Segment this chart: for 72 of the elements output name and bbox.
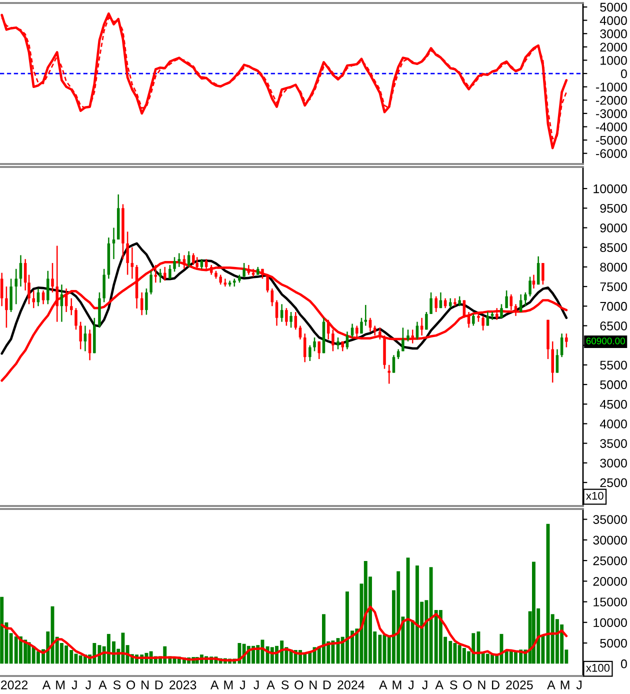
x-tick-label: J [72, 680, 77, 690]
y-tick-label: 8000 [600, 262, 627, 272]
y-tick-label: 9500 [600, 204, 627, 213]
y-tick-label: 3000 [600, 458, 627, 468]
x-tick-label: 2023 [170, 680, 196, 690]
x-tick-label: M [56, 680, 65, 690]
x-tick-label: A [210, 680, 219, 690]
x-tick-label: S [450, 680, 458, 690]
x-tick-label: 2025 [506, 680, 533, 690]
y-tick-label: -1000 [596, 82, 627, 92]
x-tick-label: J [422, 680, 428, 690]
x-tick-label: A [266, 680, 275, 690]
x-tick-label: S [113, 680, 121, 690]
x-tick-label: D [323, 680, 331, 690]
x-tick-label: J [408, 680, 414, 690]
annotation: 60900.00 [586, 338, 625, 344]
y-tick-label: 10000 [594, 618, 627, 628]
y-tick-label: 7000 [600, 302, 627, 311]
y-tick-label: 0 [620, 69, 627, 78]
x-tick-label: J [576, 680, 582, 690]
y-tick-label: 5500 [600, 360, 627, 370]
x-tick-label: 2022 [1, 680, 28, 690]
y-tick-label: 20000 [593, 576, 627, 586]
y-tick-label: 35000 [593, 515, 627, 524]
y-tick-label: 3500 [600, 439, 627, 448]
y-tick-label: 9000 [600, 224, 627, 232]
y-tick-label: 8500 [600, 243, 627, 252]
y-tick-label: 30000 [593, 536, 627, 545]
x-tick-label: N [478, 680, 486, 690]
y-tick-label: 1000 [600, 56, 627, 65]
y-tick-label: -5000 [596, 136, 627, 145]
y-tick-label: -6000 [596, 149, 627, 158]
x-tick-label: D [155, 680, 163, 690]
x-tick-label: A [435, 680, 444, 690]
y-tick-label: 15000 [594, 598, 627, 606]
y-tick-label: -4000 [596, 122, 627, 132]
y-tick-label: 6500 [600, 322, 627, 330]
x-tick-label: M [224, 680, 233, 690]
y-tick-label: 5000 [600, 638, 627, 648]
x-tick-label: J [240, 680, 245, 690]
x-tick-label: D [492, 680, 500, 690]
x-tick-label: J [254, 680, 259, 690]
x-tick-label: O [294, 680, 304, 690]
x-tick-label: M [560, 680, 570, 690]
x-tick-label: A [42, 680, 51, 690]
x-tick-label: N [310, 680, 317, 690]
y-tick-label: 4500 [600, 400, 627, 409]
y-tick-label: 10000 [594, 184, 627, 194]
y-tick-label: 4000 [600, 16, 627, 25]
text: x100 [586, 664, 610, 672]
x-tick-label: J [85, 680, 91, 690]
x-tick-label: A [547, 680, 556, 690]
y-tick-label: 5000 [600, 2, 627, 12]
y-tick-label: 5000 [600, 380, 627, 390]
x-tick-label: M [392, 680, 402, 690]
y-tick-label: 7500 [600, 282, 627, 292]
y-tick-label: -3000 [596, 109, 627, 118]
y-tick-label: -2000 [596, 96, 627, 105]
y-tick-label: 0 [620, 659, 627, 668]
y-tick-label: 25000 [593, 556, 627, 566]
x-tick-label: 2024 [338, 680, 364, 690]
text: x10 [586, 492, 604, 500]
x-tick-label: S [281, 680, 289, 690]
y-tick-label: 4000 [600, 420, 627, 428]
y-tick-label: 2000 [600, 42, 627, 52]
x-tick-label: O [463, 680, 472, 690]
x-tick-label: A [98, 680, 107, 690]
y-tick-label: 2500 [600, 478, 627, 488]
x-tick-label: A [378, 680, 388, 690]
x-tick-label: N [142, 680, 149, 690]
x-tick-label: O [126, 680, 136, 690]
y-tick-label: 3000 [600, 29, 627, 38]
